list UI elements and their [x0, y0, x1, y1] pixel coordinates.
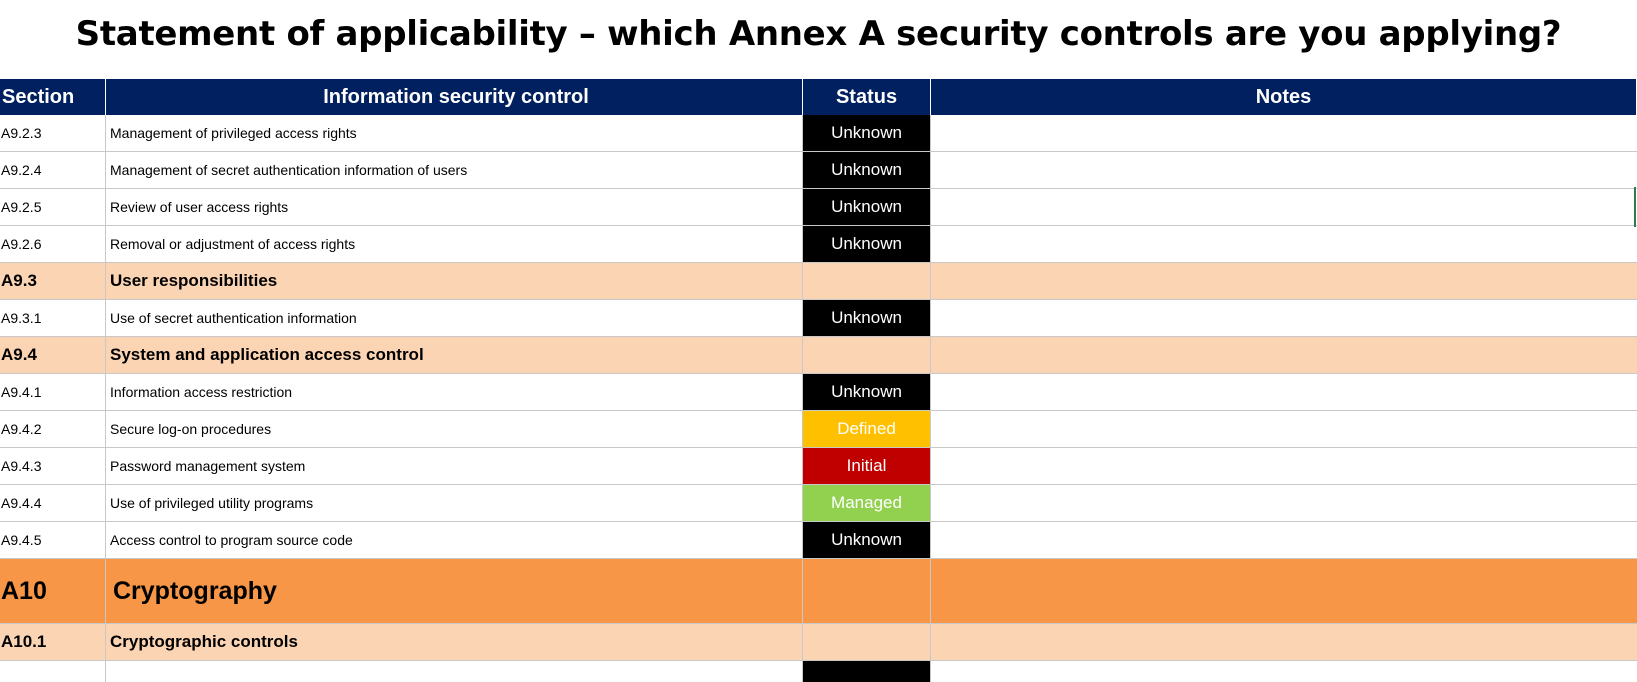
section-cell[interactable]: A10.1 [0, 624, 106, 660]
status-cell[interactable] [803, 559, 931, 623]
notes-cell[interactable] [931, 226, 1637, 262]
table-row: A9.2.5 Review of user access rights Unkn… [0, 189, 1637, 226]
section-cell[interactable]: A9.2.6 [0, 226, 106, 262]
page-title: Statement of applicability – which Annex… [75, 14, 1562, 54]
status-cell[interactable]: Unknown [803, 226, 931, 262]
control-cell[interactable]: Password management system [106, 448, 803, 484]
notes-cell[interactable] [931, 485, 1637, 521]
header-notes[interactable]: Notes [931, 79, 1637, 115]
control-cell[interactable]: Management of secret authentication info… [106, 152, 803, 188]
control-cell[interactable]: Management of privileged access rights [106, 115, 803, 151]
section-cell[interactable]: A9.3.1 [0, 300, 106, 336]
status-cell[interactable]: Defined [803, 411, 931, 447]
notes-cell[interactable] [931, 263, 1637, 299]
table-row: A9.4.2 Secure log-on procedures Defined [0, 411, 1637, 448]
control-cell[interactable]: User responsibilities [106, 263, 803, 299]
control-cell[interactable]: Cryptographic controls [106, 624, 803, 660]
section-cell[interactable]: A9.4.2 [0, 411, 106, 447]
notes-cell[interactable] [931, 411, 1637, 447]
status-cell[interactable] [803, 337, 931, 373]
status-cell[interactable] [803, 624, 931, 660]
table-row: A9.2.3 Management of privileged access r… [0, 115, 1637, 152]
notes-cell[interactable] [931, 661, 1637, 682]
header-control[interactable]: Information security control [106, 79, 803, 115]
table-row: A9.2.6 Removal or adjustment of access r… [0, 226, 1637, 263]
section-cell[interactable]: A9.4.3 [0, 448, 106, 484]
table-row: A9.4.1 Information access restriction Un… [0, 374, 1637, 411]
notes-cell[interactable] [931, 115, 1637, 151]
notes-cell[interactable] [931, 152, 1637, 188]
status-cell[interactable]: Unknown [803, 189, 931, 225]
section-cell[interactable]: A10 [0, 559, 106, 623]
notes-cell[interactable] [931, 337, 1637, 373]
section-row: A10 Cryptography [0, 559, 1637, 624]
section-cell[interactable]: A9.4.1 [0, 374, 106, 410]
control-cell[interactable]: System and application access control [106, 337, 803, 373]
subsection-row: A9.3 User responsibilities [0, 263, 1637, 300]
status-cell[interactable]: Unknown [803, 115, 931, 151]
header-status[interactable]: Status [803, 79, 931, 115]
table-row: A9.2.4 Management of secret authenticati… [0, 152, 1637, 189]
status-cell[interactable] [803, 661, 931, 682]
table-row: A9.4.3 Password management system Initia… [0, 448, 1637, 485]
control-cell[interactable]: Review of user access rights [106, 189, 803, 225]
table-row: A9.3.1 Use of secret authentication info… [0, 300, 1637, 337]
status-cell[interactable]: Unknown [803, 152, 931, 188]
status-cell[interactable]: Managed [803, 485, 931, 521]
soa-table: Section Information security control Sta… [0, 79, 1637, 682]
subsection-row: A10.1 Cryptographic controls [0, 624, 1637, 661]
section-cell[interactable]: A9.2.4 [0, 152, 106, 188]
header-section[interactable]: Section [0, 79, 106, 115]
subsection-row: A9.4 System and application access contr… [0, 337, 1637, 374]
status-cell[interactable] [803, 263, 931, 299]
table-row: A9.4.4 Use of privileged utility program… [0, 485, 1637, 522]
control-cell[interactable]: Secure log-on procedures [106, 411, 803, 447]
table-row [0, 661, 1637, 682]
section-cell[interactable]: A9.4.5 [0, 522, 106, 558]
notes-cell[interactable] [931, 559, 1637, 623]
status-cell[interactable]: Initial [803, 448, 931, 484]
section-cell[interactable]: A9.2.3 [0, 115, 106, 151]
section-cell[interactable]: A9.4.4 [0, 485, 106, 521]
control-cell[interactable]: Removal or adjustment of access rights [106, 226, 803, 262]
table-header-row: Section Information security control Sta… [0, 79, 1637, 115]
table-row: A9.4.5 Access control to program source … [0, 522, 1637, 559]
control-cell[interactable] [106, 661, 803, 682]
control-cell[interactable]: Use of secret authentication information [106, 300, 803, 336]
notes-cell[interactable] [931, 522, 1637, 558]
status-cell[interactable]: Unknown [803, 374, 931, 410]
control-cell[interactable]: Cryptography [106, 559, 803, 623]
notes-cell[interactable] [931, 374, 1637, 410]
section-cell[interactable] [0, 661, 106, 682]
notes-cell[interactable] [931, 624, 1637, 660]
control-cell[interactable]: Use of privileged utility programs [106, 485, 803, 521]
section-cell[interactable]: A9.4 [0, 337, 106, 373]
control-cell[interactable]: Access control to program source code [106, 522, 803, 558]
notes-cell[interactable] [931, 448, 1637, 484]
active-cell-marker [1634, 187, 1636, 227]
notes-cell[interactable] [931, 300, 1637, 336]
section-cell[interactable]: A9.2.5 [0, 189, 106, 225]
control-cell[interactable]: Information access restriction [106, 374, 803, 410]
status-cell[interactable]: Unknown [803, 522, 931, 558]
status-cell[interactable]: Unknown [803, 300, 931, 336]
notes-cell[interactable] [931, 189, 1637, 225]
section-cell[interactable]: A9.3 [0, 263, 106, 299]
